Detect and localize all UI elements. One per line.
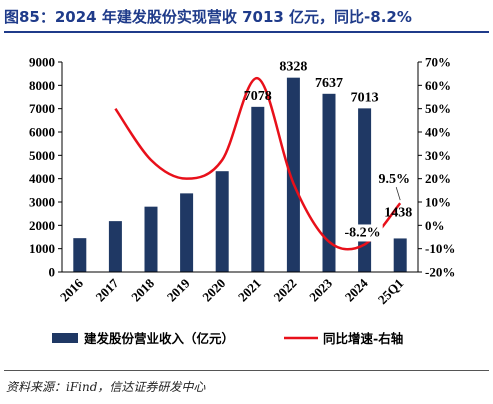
x-tick-label: 2024 xyxy=(342,275,371,304)
right-tick-label: 20% xyxy=(425,171,451,186)
title-divider xyxy=(4,31,489,33)
right-tick-label: 60% xyxy=(425,78,451,93)
legend-bar-label: 建发股份营业收入（亿元） xyxy=(84,331,234,346)
bar-2018 xyxy=(144,206,158,272)
left-tick-label: 7000 xyxy=(29,101,55,116)
bar-25Q1 xyxy=(393,238,407,272)
growth-line xyxy=(114,77,402,251)
right-tick-label: 10% xyxy=(425,195,451,210)
growth-label-background xyxy=(342,224,383,242)
left-tick-label: 5000 xyxy=(29,148,55,163)
left-tick-label: 9000 xyxy=(29,55,55,70)
bar-value-label: 7637 xyxy=(315,76,343,91)
right-tick-label: 30% xyxy=(425,148,451,163)
left-tick-label: 6000 xyxy=(29,125,55,140)
x-tick-label: 2022 xyxy=(271,276,300,305)
bar-2021 xyxy=(251,106,265,272)
bar-2016 xyxy=(73,238,87,272)
x-tick-label: 25Q1 xyxy=(375,276,407,308)
bar-value-label: 7078 xyxy=(244,89,272,104)
legend-line-label: 同比增速-右轴 xyxy=(323,331,403,346)
left-tick-label: 8000 xyxy=(29,78,55,93)
x-tick-label: 2018 xyxy=(128,275,157,304)
left-tick-label: 2000 xyxy=(29,218,55,233)
growth-label-background xyxy=(376,171,412,189)
bar-2020 xyxy=(215,171,229,272)
bar-2023 xyxy=(322,93,336,272)
legend: 建发股份营业收入（亿元） 同比增速-右轴 xyxy=(52,331,403,346)
left-tick-label: 3000 xyxy=(29,195,55,210)
x-tick-label: 2017 xyxy=(93,275,122,304)
chart-title: 图85：2024 年建发股份实现营收 7013 亿元，同比-8.2% xyxy=(4,8,412,26)
x-tick-label: 2023 xyxy=(306,275,335,304)
right-tick-label: -10% xyxy=(425,241,455,256)
growth-value-label: 9.5% xyxy=(378,172,410,187)
combo-chart: 0 1000 2000 3000 4000 5000 6000 7000 8000 9000 -20… xyxy=(29,55,455,347)
right-tick-label: 0% xyxy=(425,218,445,233)
bar-value-label: 8328 xyxy=(279,60,307,75)
right-tick-label: 50% xyxy=(425,101,451,116)
right-tick-label: 40% xyxy=(425,125,451,140)
legend-bar-swatch xyxy=(52,333,78,343)
label-leader-line xyxy=(395,187,401,201)
left-tick-label: 1000 xyxy=(29,241,55,256)
left-tick-label: 4000 xyxy=(29,171,55,186)
x-tick-label: 2021 xyxy=(235,276,264,305)
bar-value-label: 1438 xyxy=(384,205,412,220)
line-group xyxy=(114,77,402,251)
left-tick-label: 0 xyxy=(49,265,56,280)
bar-2017 xyxy=(108,221,122,272)
right-tick-label: -20% xyxy=(425,265,455,280)
bar-2019 xyxy=(180,193,194,272)
x-tick-label: 2020 xyxy=(199,276,228,305)
source-note: 资料来源：iFind，信达证券研发中心 xyxy=(6,380,206,394)
bar-2022 xyxy=(286,77,300,273)
bar-group xyxy=(73,77,407,273)
growth-value-label: -8.2% xyxy=(345,225,381,240)
right-tick-label: 70% xyxy=(425,55,451,70)
source-divider xyxy=(4,370,489,371)
x-tick-label: 2016 xyxy=(57,275,86,304)
bar-value-label: 7013 xyxy=(351,90,379,105)
x-tick-label: 2019 xyxy=(164,275,193,304)
data-label-group: 7078 8328 7637 7013 1438-8.2% 9.5% xyxy=(244,60,412,242)
